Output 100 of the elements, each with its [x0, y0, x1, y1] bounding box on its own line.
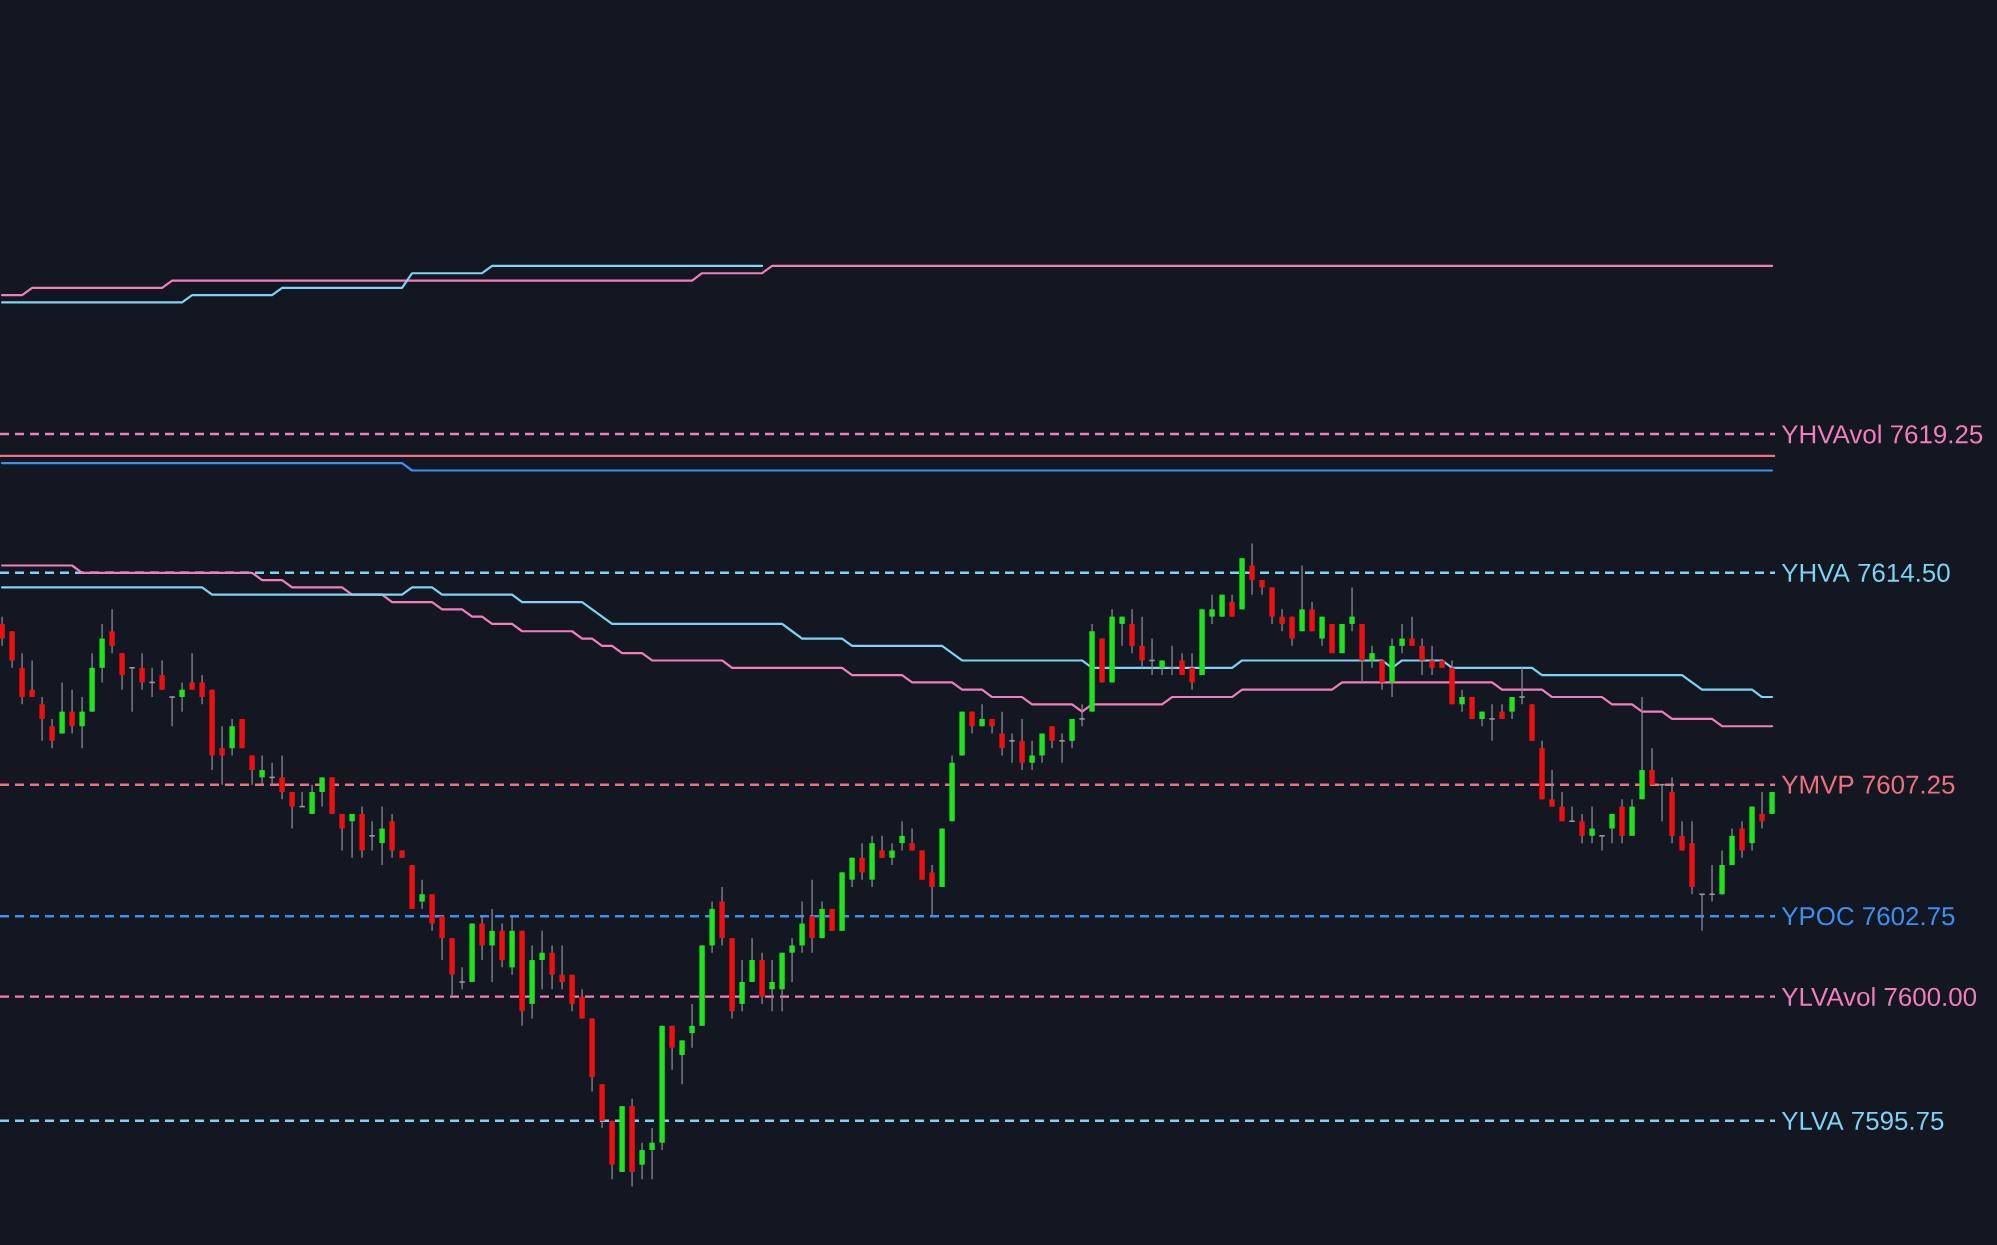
candlestick — [229, 718, 235, 757]
candlestick — [1589, 805, 1595, 844]
candlestick — [309, 784, 315, 815]
candlestick — [189, 652, 195, 691]
candlestick — [289, 791, 295, 830]
candlestick — [1058, 732, 1066, 764]
candlestick — [689, 1003, 695, 1049]
candlestick — [1759, 791, 1765, 830]
candlestick — [109, 608, 115, 654]
candlestick — [1379, 659, 1385, 691]
candlestick — [489, 908, 495, 983]
candlestick — [789, 937, 795, 983]
candlestick — [379, 805, 385, 866]
candlestick — [59, 681, 65, 735]
candlestick — [739, 959, 745, 1012]
candlestick — [29, 659, 35, 698]
candlestick — [1078, 703, 1086, 727]
candlestick — [128, 666, 136, 713]
candlestick — [1229, 594, 1235, 618]
candlestick — [458, 966, 466, 990]
candlestick — [439, 915, 445, 961]
candlestick — [1488, 703, 1496, 742]
candlestick — [1029, 740, 1035, 771]
candlestick — [368, 820, 376, 852]
candlestick — [1279, 608, 1285, 632]
candlestick — [639, 1142, 645, 1180]
candlestick — [1299, 564, 1305, 632]
candlestick — [119, 652, 125, 691]
candlestick — [1649, 747, 1655, 786]
candlestick — [999, 710, 1005, 757]
candlestick — [1049, 725, 1055, 749]
candlestick — [1609, 813, 1615, 844]
candlestick — [159, 659, 165, 691]
candlestick — [1069, 718, 1075, 749]
candlestick — [1579, 813, 1585, 844]
candlestick — [769, 959, 775, 1012]
candlestick — [1189, 652, 1195, 691]
candlestick — [1008, 732, 1016, 764]
candlestick — [1739, 820, 1745, 859]
candlestick — [349, 813, 355, 859]
candlestick — [1549, 769, 1555, 808]
candlestick — [649, 1127, 655, 1180]
candlestick — [1369, 645, 1375, 669]
candlestick — [579, 988, 585, 1020]
candlestick — [1309, 601, 1315, 632]
candlestick — [0, 615, 5, 647]
candlestick — [69, 689, 75, 735]
candlestick — [1509, 696, 1515, 720]
candlestick — [559, 944, 565, 990]
candlestick — [1769, 791, 1775, 815]
candlestick — [1209, 594, 1215, 625]
candlestick — [259, 754, 265, 786]
candlestick — [899, 820, 905, 852]
candlestick — [889, 842, 895, 866]
candlestick — [1168, 645, 1176, 676]
candlestick — [879, 835, 885, 859]
candlestick — [139, 652, 145, 691]
candlestick — [1698, 893, 1706, 932]
candlestick — [1039, 732, 1045, 764]
candlestick — [1679, 820, 1685, 852]
candlestick — [179, 681, 185, 713]
candlestick — [339, 813, 345, 852]
candlestick — [929, 864, 935, 917]
candlestick — [1518, 667, 1526, 705]
candlestick — [1319, 615, 1325, 647]
candlestick — [1019, 718, 1025, 771]
candlestick — [168, 696, 176, 727]
candlestick — [199, 674, 205, 705]
candlestick — [1119, 615, 1125, 647]
candlestick — [679, 1039, 685, 1085]
candlestick — [319, 776, 325, 808]
candlestick — [1139, 615, 1145, 669]
candlestick — [49, 718, 55, 749]
candlestick — [419, 879, 425, 910]
candlestick — [1568, 805, 1576, 823]
candlestick — [1559, 791, 1565, 822]
candlestick — [1598, 835, 1606, 852]
candlestick — [799, 900, 805, 954]
candlestick — [479, 915, 485, 961]
candlestick — [249, 754, 255, 786]
candlestick — [749, 937, 755, 983]
candlestick — [1399, 623, 1405, 654]
candlestick — [219, 725, 225, 786]
candlestick — [1459, 689, 1465, 713]
candlestick — [859, 842, 865, 881]
candlestick — [549, 944, 555, 990]
candlestick — [1419, 637, 1425, 676]
candlestick — [1469, 696, 1475, 720]
candlestick — [1429, 645, 1435, 676]
candlestick — [539, 930, 545, 990]
candlestick — [1409, 615, 1415, 647]
candlestick — [279, 754, 285, 800]
candlestick — [1349, 586, 1355, 632]
candlestick — [1708, 864, 1716, 903]
candlestick — [1289, 615, 1295, 647]
candlestick — [1249, 542, 1255, 596]
candlestick — [1129, 608, 1135, 654]
candlestick — [39, 696, 45, 742]
candlestick — [809, 879, 815, 954]
candlestick — [79, 696, 85, 749]
